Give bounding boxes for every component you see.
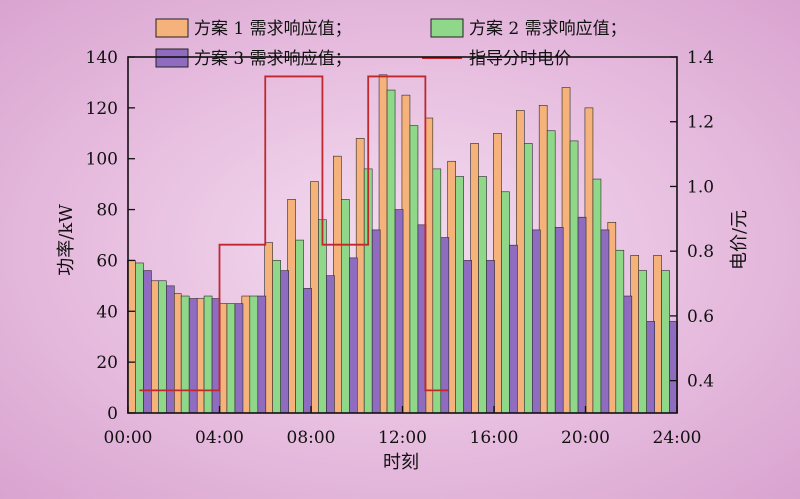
y2-tick-label-0.4: 0.4 [687,372,714,392]
y-tick-label-20: 20 [96,353,118,373]
bar-series-3-h21 [623,295,633,414]
bar-series-3-h7 [303,288,312,414]
bar-series-2-h23 [661,270,670,414]
x-tick-label-08:00: 08:00 [287,428,336,448]
bar-series-2-h5 [249,295,259,414]
x-tick-label-24:00: 24:00 [653,428,702,448]
bar-series-2-h1 [158,280,167,414]
bar-series-2-h8 [318,219,327,414]
bar-series-2-h21 [615,249,625,414]
bar-series-3-h13 [440,237,450,414]
x-axis-title: 时刻 [383,452,419,473]
y-tick-label-140: 140 [86,48,118,68]
bar-series-2-h7 [295,239,304,414]
y-tick-label-80: 80 [96,201,118,221]
legend-swatch-series-1 [155,18,189,38]
bar-series-3-h14 [463,260,472,414]
bar-series-2-h2 [180,295,190,414]
y-tick-label-100: 100 [86,150,118,170]
bar-series-3-h16 [509,244,518,414]
y2-tick-label-1.2: 1.2 [687,113,714,133]
bar-series-2-h14 [455,176,464,414]
bar-series-2-h17 [524,143,533,414]
bar-series-2-h19 [569,140,579,414]
bar-series-3-h20 [600,229,610,414]
bar-series-2-h22 [638,270,647,414]
bar-series-3-h11 [394,209,404,414]
y2-tick-label-1.0: 1.0 [687,177,714,197]
y2-tick-label-0.8: 0.8 [687,242,714,262]
y-tick-label-120: 120 [86,99,118,119]
legend-swatch-series-3 [155,48,189,68]
y-tick-label-40: 40 [96,302,118,322]
legend-label-series-3: 方案 3 需求响应值； [194,49,352,69]
bar-series-3-h1 [166,285,175,414]
x-tick-label-16:00: 16:00 [470,428,519,448]
bar-series-3-h0 [143,270,152,414]
bar-series-2-h11 [386,89,396,414]
bar-series-3-h18 [554,227,564,414]
y2-axis-title: 电价/元 [729,210,750,270]
bar-series-2-h4 [226,303,236,414]
x-tick-label-04:00: 04:00 [195,428,244,448]
bar-series-3-h4 [234,303,244,414]
bar-series-3-h10 [371,229,381,414]
bar-series-2-h20 [592,178,602,414]
bar-series-3-h2 [188,298,198,414]
bar-series-2-h18 [546,130,556,414]
bars-layer [127,74,678,414]
bar-series-3-h15 [486,260,495,414]
y2-tick-label-0.6: 0.6 [687,307,714,327]
y2-tick-label-1.4: 1.4 [687,48,714,68]
legend-label-series-2: 方案 2 需求响应值； [469,19,627,39]
bar-series-2-h13 [432,168,442,414]
price-step-line [139,75,449,392]
legend-label-series-1: 方案 1 需求响应值； [194,19,352,39]
bar-series-2-h12 [409,125,419,414]
bar-series-3-h19 [577,216,587,414]
bar-series-2-h6 [272,260,281,414]
bar-series-3-h9 [349,257,358,414]
y-axis-title: 功率/kW [56,204,77,276]
price-line-layer [139,75,449,392]
y-tick-label-0: 0 [107,404,118,424]
x-tick-label-12:00: 12:00 [378,428,427,448]
legend: 方案 1 需求响应值； 方案 2 需求响应值； 方案 3 需求响应值； 指导分时… [155,18,627,69]
axes-layer: 0 20 40 60 80 100 120 140 0.4 0.6 0.8 1.0 1.2 1.4 00:0… [86,48,715,448]
bar-series-3-h22 [646,321,655,414]
bar-series-3-h17 [532,229,541,414]
legend-label-price: 指导分时电价 [469,49,571,69]
bar-series-3-h6 [280,270,289,414]
legend-swatch-series-2 [430,18,464,38]
bar-series-2-h3 [203,295,213,414]
bar-series-3-h8 [326,275,335,414]
x-tick-label-00:00: 00:00 [104,428,153,448]
x-tick-label-20:00: 20:00 [561,428,610,448]
bar-series-2-h9 [341,199,350,414]
bar-series-2-h15 [478,176,487,414]
bar-series-2-h16 [501,191,510,414]
bar-series-3-h5 [257,295,267,414]
y-tick-label-60: 60 [96,251,118,271]
